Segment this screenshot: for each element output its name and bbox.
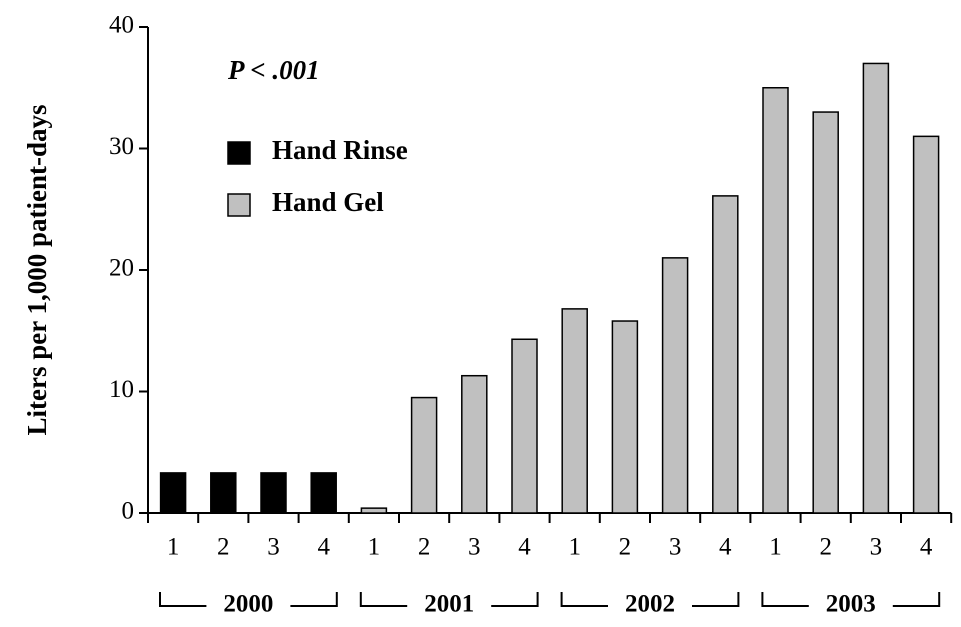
annotation: P < .001 (227, 55, 320, 85)
bar (511, 338, 538, 514)
x-tick-label: 2 (619, 534, 632, 561)
x-tick-label: 4 (920, 534, 933, 561)
legend-label: Hand Gel (272, 187, 384, 217)
y-axis-label: Liters per 1,000 patient-days (22, 105, 52, 436)
x-tick-label: 1 (368, 534, 381, 561)
legend-swatch (227, 193, 251, 217)
y-tick-label: 0 (122, 498, 135, 525)
bar (561, 308, 588, 514)
year-label: 2000 (223, 591, 273, 618)
x-tick-label: 3 (468, 534, 481, 561)
bar (360, 507, 388, 514)
bar (410, 396, 438, 514)
bar (862, 62, 890, 514)
year-bracket (159, 592, 338, 607)
x-tick-label: 1 (167, 534, 180, 561)
bar (611, 320, 639, 514)
year-label: 2002 (625, 591, 675, 618)
year-label: 2003 (826, 591, 876, 618)
y-tick-label: 10 (109, 376, 134, 403)
bar (762, 87, 789, 514)
x-tick-label: 1 (568, 534, 581, 561)
y-tick-label: 30 (109, 133, 134, 160)
x-tick-label: 4 (719, 534, 732, 561)
bar (159, 472, 187, 514)
x-tick-label: 2 (418, 534, 431, 561)
legend-swatch (227, 141, 251, 165)
bar (260, 472, 287, 514)
x-tick-label: 3 (870, 534, 883, 561)
bar (661, 257, 689, 514)
x-tick-label: 3 (669, 534, 682, 561)
x-tick-label: 4 (518, 534, 531, 561)
x-tick-label: 2 (217, 534, 230, 561)
x-tick-label: 3 (267, 534, 280, 561)
bar (210, 472, 237, 514)
bar (310, 472, 337, 514)
bar (712, 195, 739, 514)
year-bracket (761, 592, 941, 607)
year-bracket (359, 592, 539, 607)
y-tick-label: 20 (109, 255, 134, 282)
bar (812, 111, 839, 514)
bar (912, 135, 940, 514)
bar (461, 374, 488, 514)
y-tick-label: 40 (109, 12, 134, 39)
legend-label: Hand Rinse (272, 135, 408, 165)
year-label: 2001 (424, 591, 474, 618)
x-tick-label: 2 (819, 534, 832, 561)
x-tick-label: 4 (317, 534, 330, 561)
x-tick-label: 1 (769, 534, 782, 561)
year-bracket (560, 592, 740, 607)
